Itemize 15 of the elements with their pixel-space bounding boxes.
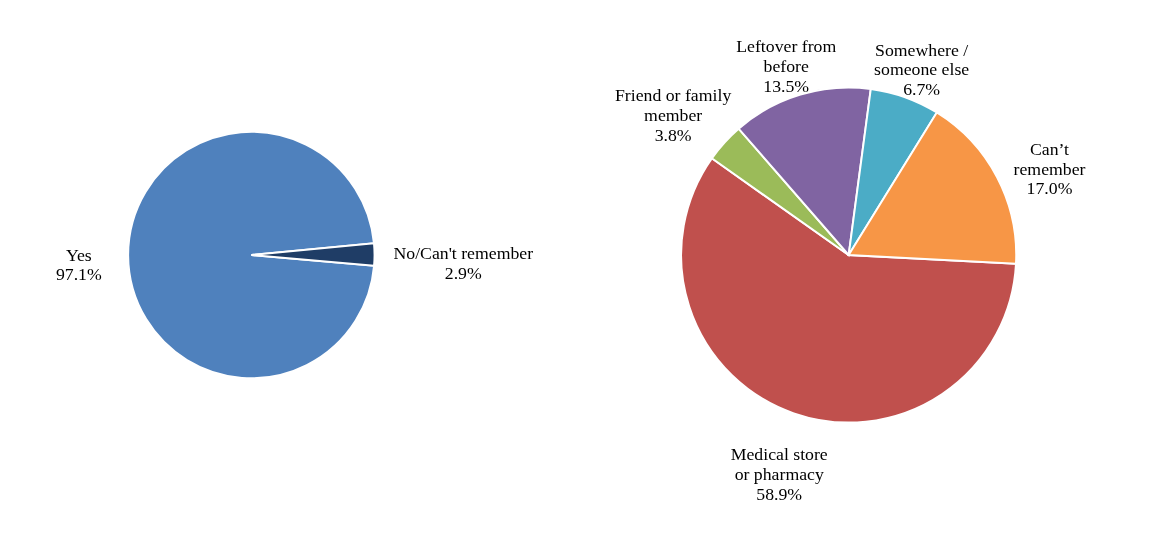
slice-label: Friend or family member — [615, 85, 732, 126]
data-label: 97.1% — [55, 264, 102, 285]
slice-label: Somewhere / someone else — [874, 39, 970, 80]
slice-label: Medical store or pharmacy — [730, 444, 828, 484]
slice-label: No/Can't remember — [393, 243, 534, 264]
slice-label: Leftover from before — [736, 36, 837, 76]
data-label: 3.8% — [654, 124, 692, 145]
data-label: 2.9% — [444, 262, 482, 283]
data-label: 6.7% — [903, 79, 941, 100]
pie-slice — [127, 130, 376, 380]
data-label: 17.0% — [1026, 178, 1073, 199]
data-label: 13.5% — [763, 75, 810, 96]
slice-label: Yes — [65, 244, 92, 265]
slice-label: Can’t remember — [1013, 138, 1086, 179]
data-label: 58.9% — [756, 483, 803, 504]
